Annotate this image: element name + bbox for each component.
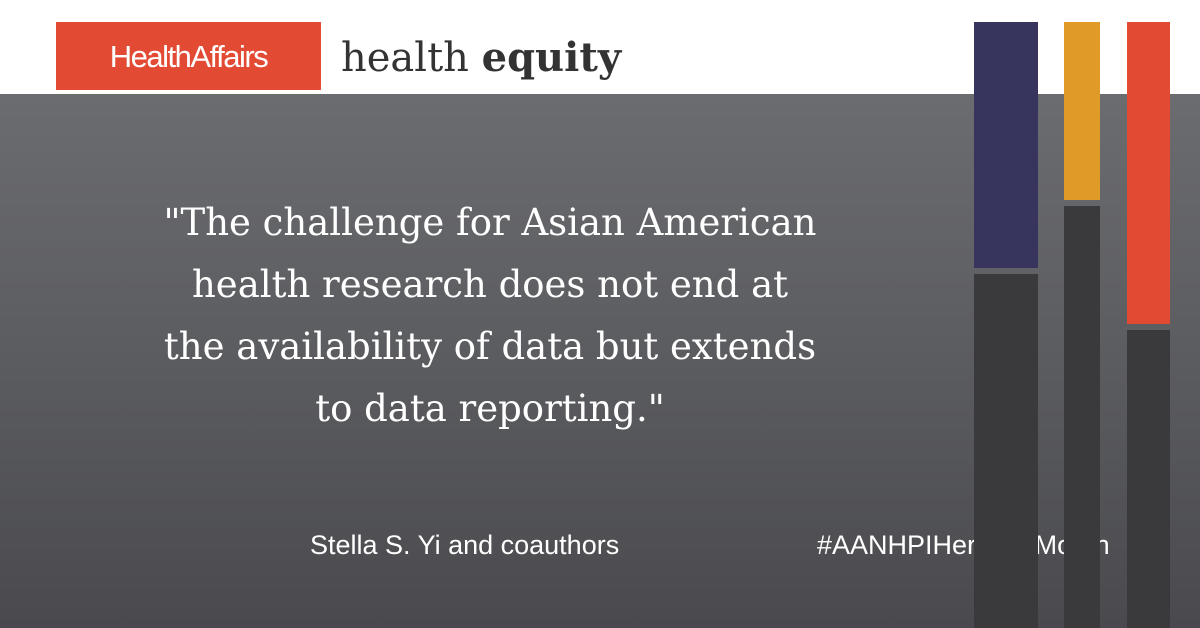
quote-line: "The challenge for Asian American bbox=[163, 201, 817, 244]
decorative-bar-dark bbox=[1064, 206, 1100, 628]
section-title-light: health bbox=[341, 35, 469, 81]
logo-text: HealthAffairs bbox=[109, 38, 269, 74]
decorative-bar-dark bbox=[1127, 330, 1170, 628]
decorative-bar-red bbox=[1127, 22, 1170, 324]
section-title: health equity bbox=[341, 30, 621, 86]
decorative-bar-gold bbox=[1064, 22, 1100, 200]
quote-line: health research does not end at bbox=[191, 263, 789, 306]
health-affairs-logo: HealthAffairs bbox=[56, 22, 321, 90]
quote-text: "The challenge for Asian American health… bbox=[110, 192, 870, 440]
quote-line: the availability of data but extends bbox=[163, 325, 817, 368]
decorative-bar-navy bbox=[974, 22, 1038, 268]
quote-author: Stella S. Yi and coauthors bbox=[310, 530, 620, 560]
decorative-bar-dark bbox=[974, 274, 1038, 628]
hashtag: #AANHPIHeritageMonth bbox=[817, 530, 1110, 560]
section-title-bold: equity bbox=[481, 34, 622, 81]
quote-line: to data reporting." bbox=[315, 387, 665, 430]
